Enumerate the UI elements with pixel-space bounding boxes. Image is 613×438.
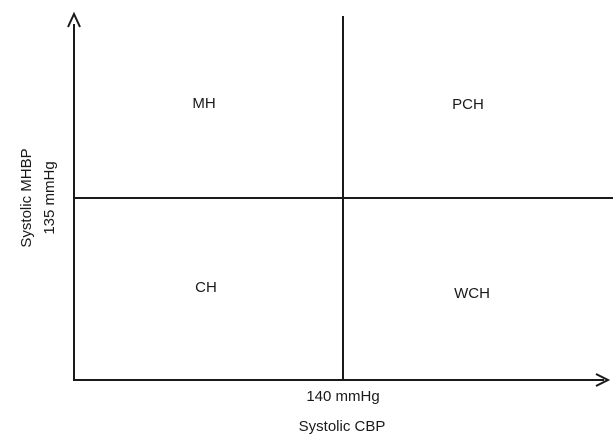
y-axis-arrowhead [67, 11, 81, 28]
quadrant-label-mh: MH [192, 95, 216, 112]
x-axis-arrowhead [595, 373, 611, 387]
y-threshold-label: 135 mmHg [41, 161, 58, 235]
quadrant-label-ch: CH [195, 279, 217, 296]
y-axis-title: Systolic MHBP [18, 148, 35, 248]
quadrant-label-pch: PCH [452, 96, 484, 113]
x-threshold-label: 140 mmHg [306, 388, 380, 405]
x-axis-title: Systolic CBP [298, 418, 386, 435]
quadrant-label-wch: WCH [454, 285, 490, 302]
